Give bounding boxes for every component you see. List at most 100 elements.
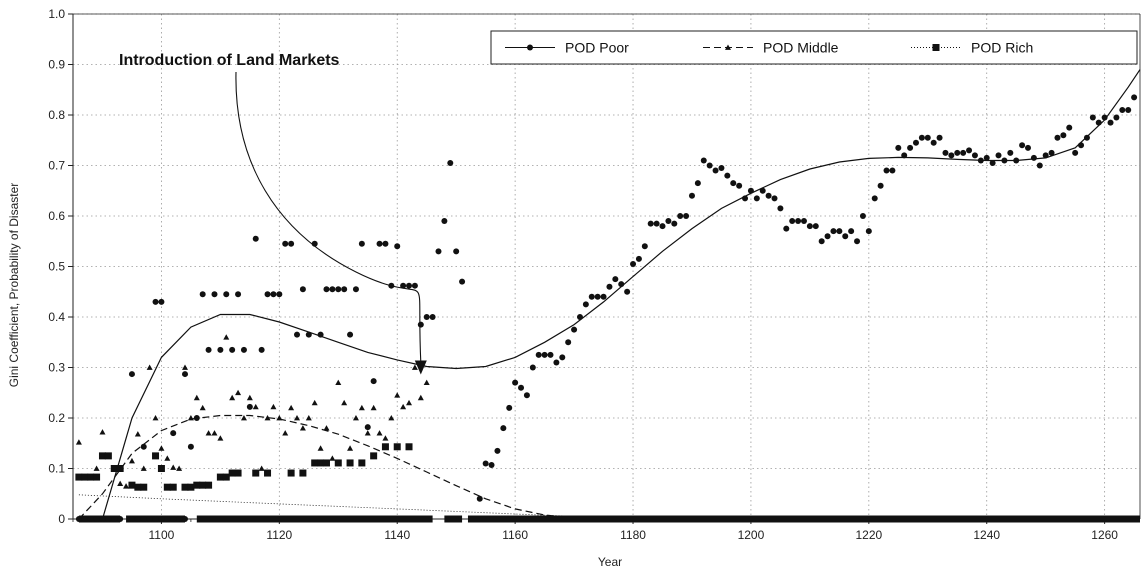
- y-tick-label: 0.1: [48, 462, 65, 476]
- point-poor: [683, 213, 690, 219]
- y-tick-label: 0.2: [48, 411, 65, 425]
- y-axis-label: Gini Coefficient, Probability of Disaste…: [7, 183, 21, 388]
- point-poor: [971, 152, 978, 159]
- point-middle: [223, 334, 230, 340]
- point-poor: [954, 149, 961, 156]
- point-middle: [117, 480, 124, 487]
- point-poor: [641, 243, 648, 250]
- point-poor: [547, 351, 554, 358]
- point-poor: [205, 346, 212, 353]
- point-poor: [128, 371, 135, 378]
- point-poor: [907, 144, 914, 151]
- point-poor: [170, 430, 177, 437]
- point-poor: [618, 281, 625, 288]
- point-poor: [1107, 119, 1114, 126]
- point-poor: [347, 331, 354, 338]
- point-poor: [535, 351, 542, 358]
- point-poor: [930, 139, 937, 146]
- y-tick-label: 0.3: [48, 361, 65, 375]
- point-middle: [99, 429, 106, 435]
- point-rich: [346, 459, 354, 467]
- legend-label: POD Middle: [763, 40, 839, 56]
- point-poor: [700, 157, 707, 164]
- point-poor: [423, 314, 430, 320]
- point-rich: [358, 459, 366, 467]
- point-rich: [216, 473, 224, 481]
- point-middle: [199, 404, 206, 411]
- point-poor: [240, 346, 247, 353]
- point-poor: [258, 346, 265, 353]
- point-poor: [235, 291, 242, 298]
- point-poor: [747, 187, 754, 194]
- point-rich: [128, 481, 136, 489]
- point-poor: [506, 404, 513, 411]
- point-middle: [152, 415, 159, 421]
- point-middle: [134, 431, 141, 437]
- point-poor: [199, 291, 206, 298]
- point-poor: [1013, 157, 1020, 164]
- point-middle: [93, 465, 100, 471]
- point-poor: [859, 213, 866, 219]
- point-poor: [653, 220, 660, 227]
- point-middle: [394, 392, 401, 398]
- point-poor: [889, 167, 896, 174]
- point-middle: [182, 364, 189, 370]
- legend-label: POD Rich: [971, 40, 1033, 56]
- point-poor: [948, 152, 955, 159]
- point-rich: [87, 473, 95, 481]
- point-poor: [223, 291, 230, 298]
- point-poor: [370, 378, 377, 385]
- x-tick-label: 1180: [620, 528, 646, 542]
- x-tick-label: 1140: [384, 528, 410, 542]
- point-poor: [942, 149, 949, 156]
- point-middle: [417, 394, 424, 401]
- point-poor: [512, 379, 519, 386]
- point-poor: [795, 218, 802, 225]
- point-poor: [276, 291, 283, 298]
- point-poor: [429, 314, 436, 320]
- point-middle: [146, 364, 153, 370]
- point-poor: [541, 351, 548, 358]
- annotation: Introduction of Land Markets: [119, 52, 427, 375]
- point-poor: [1060, 132, 1067, 139]
- point-poor: [659, 223, 666, 230]
- point-poor: [447, 159, 454, 166]
- point-middle: [235, 389, 242, 396]
- point-middle: [376, 430, 383, 436]
- point-poor: [606, 283, 613, 290]
- point-poor: [81, 516, 88, 522]
- point-middle: [341, 399, 348, 406]
- point-poor: [800, 218, 807, 225]
- point-middle: [352, 415, 359, 421]
- point-poor: [1125, 106, 1132, 113]
- point-poor: [382, 240, 389, 247]
- point-poor: [140, 443, 147, 450]
- annotation-arrowhead: [414, 360, 427, 375]
- point-poor: [565, 339, 572, 346]
- point-poor: [612, 276, 619, 283]
- y-tick-label: 0.4: [48, 310, 65, 324]
- point-poor: [99, 516, 106, 522]
- point-poor: [995, 152, 1002, 159]
- point-poor: [217, 346, 224, 353]
- point-rich: [317, 459, 325, 467]
- point-middle: [299, 425, 306, 431]
- point-poor: [364, 424, 371, 431]
- point-middle: [370, 404, 377, 411]
- point-poor: [842, 233, 849, 240]
- point-poor: [1095, 119, 1102, 126]
- point-poor: [1030, 154, 1037, 161]
- point-rich: [152, 452, 160, 460]
- point-poor: [630, 260, 637, 267]
- point-middle: [123, 483, 130, 489]
- point-middle: [358, 404, 365, 411]
- point-rich: [264, 469, 272, 477]
- point-poor: [288, 240, 295, 247]
- point-middle: [187, 415, 194, 421]
- point-poor: [394, 243, 401, 250]
- point-middle: [205, 430, 212, 436]
- point-poor: [576, 314, 583, 320]
- point-middle: [270, 403, 277, 410]
- point-poor: [1036, 162, 1043, 169]
- point-poor: [211, 291, 218, 298]
